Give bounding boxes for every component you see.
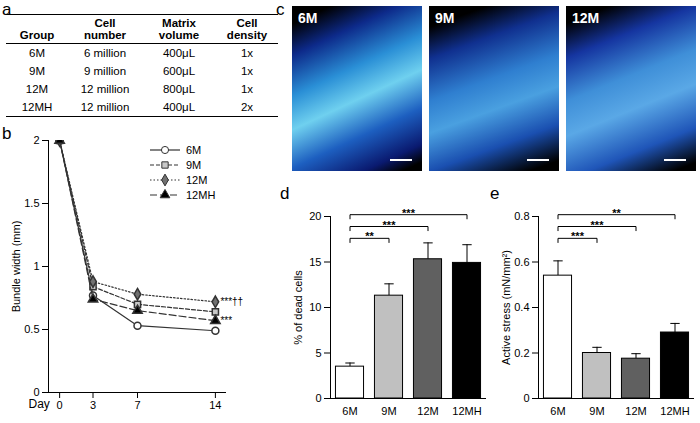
svg-text:6M: 6M xyxy=(186,144,201,156)
svg-text:% of dead cells: % of dead cells xyxy=(292,270,304,345)
html-text:b: b xyxy=(2,124,12,143)
svg-text:Day: Day xyxy=(29,397,50,411)
svg-text:3: 3 xyxy=(90,399,96,411)
html-text:12M: 12M xyxy=(25,83,49,95)
svg-text:0.2: 0.2 xyxy=(514,347,529,359)
html-text:d: d xyxy=(280,184,290,203)
svg-text:***: *** xyxy=(591,219,605,231)
html-text:12MH: 12MH xyxy=(21,101,53,113)
svg-text:1.5: 1.5 xyxy=(24,197,39,209)
svg-text:7: 7 xyxy=(134,399,140,411)
svg-text:9M: 9M xyxy=(589,405,604,417)
html-text:800μL: 800μL xyxy=(162,83,196,95)
svg-text:20: 20 xyxy=(309,210,321,222)
html-text:Cell density: Cell density xyxy=(226,17,268,41)
svg-text:2: 2 xyxy=(33,134,39,146)
html-text:400μL: 400μL xyxy=(162,47,196,59)
html-text:9M: 9M xyxy=(435,10,455,26)
html-text:1x: 1x xyxy=(240,65,254,77)
svg-text:**: ** xyxy=(612,207,621,219)
svg-text:12MH: 12MH xyxy=(660,405,689,417)
html-text:Group: Group xyxy=(19,29,55,41)
html-text:12M: 12M xyxy=(572,10,600,26)
html-text:Cell number: Cell number xyxy=(83,17,127,41)
svg-text:12M: 12M xyxy=(625,405,646,417)
svg-text:0.5: 0.5 xyxy=(24,323,39,335)
svg-text:***: *** xyxy=(571,230,585,242)
svg-text:5: 5 xyxy=(315,347,321,359)
svg-text:9M: 9M xyxy=(381,405,396,417)
html-text:400μL: 400μL xyxy=(162,101,196,113)
html-text:9M: 9M xyxy=(29,65,45,77)
svg-text:0.4: 0.4 xyxy=(514,301,529,313)
svg-text:Active stress (mN/mm²): Active stress (mN/mm²) xyxy=(500,250,512,365)
svg-text:0: 0 xyxy=(33,386,40,398)
html-text:c: c xyxy=(276,0,285,19)
svg-text:0: 0 xyxy=(315,392,321,404)
html-text:6 million: 6 million xyxy=(83,47,127,59)
svg-text:12M: 12M xyxy=(186,174,207,186)
svg-text:**: ** xyxy=(365,230,374,242)
html-text:a: a xyxy=(2,0,12,19)
svg-text:0.8: 0.8 xyxy=(514,210,529,222)
html-text:2x: 2x xyxy=(240,101,254,113)
html-text:1x: 1x xyxy=(240,47,254,59)
svg-text:12MH: 12MH xyxy=(186,189,215,201)
svg-text:12M: 12M xyxy=(417,405,438,417)
svg-text:0: 0 xyxy=(523,392,529,404)
html-text:e: e xyxy=(490,184,500,203)
html-text:600μL: 600μL xyxy=(162,65,196,77)
html-text:9 million: 9 million xyxy=(83,65,127,77)
svg-text:0: 0 xyxy=(57,399,63,411)
html-text:6M: 6M xyxy=(29,47,45,59)
svg-text:9M: 9M xyxy=(186,159,201,171)
html-text:12 million: 12 million xyxy=(80,101,130,113)
svg-text:6M: 6M xyxy=(342,405,357,417)
svg-text:***: *** xyxy=(220,315,232,326)
svg-text:***††: ***†† xyxy=(220,296,243,307)
html-text:12 million: 12 million xyxy=(80,83,130,95)
svg-text:12MH: 12MH xyxy=(452,405,481,417)
svg-text:15: 15 xyxy=(309,256,321,268)
svg-text:14: 14 xyxy=(209,399,221,411)
html-text:Matrix volume: Matrix volume xyxy=(158,17,200,41)
svg-text:Bundle width (mm): Bundle width (mm) xyxy=(10,221,22,313)
html-text:6M: 6M xyxy=(298,10,318,26)
svg-text:0.6: 0.6 xyxy=(514,256,529,268)
html-text:1x: 1x xyxy=(240,83,254,95)
svg-text:***: *** xyxy=(402,207,416,219)
svg-text:1: 1 xyxy=(33,260,39,272)
svg-text:6M: 6M xyxy=(550,405,565,417)
svg-text:***: *** xyxy=(383,219,397,231)
svg-text:10: 10 xyxy=(309,301,321,313)
